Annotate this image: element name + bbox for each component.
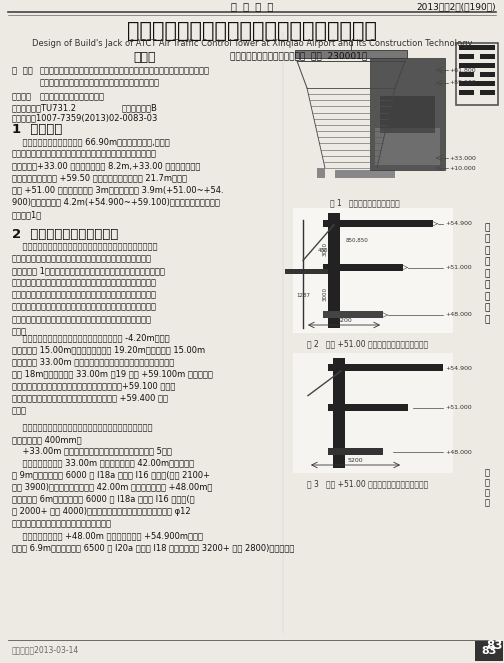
Text: 技: 技 xyxy=(484,246,490,255)
Text: 3000: 3000 xyxy=(323,287,328,301)
Text: +59.100: +59.100 xyxy=(449,80,476,86)
Text: 合肥新桥机场空管塔台高度 66.90m，系剪力墙结构,塔台附
墙为单层框架结构，塔台主体平面为圆形，立面上整体呈下小上大
的喇叭形，+33.00 以下平面直径为: 合肥新桥机场空管塔台高度 66.90m，系剪力墙结构,塔台附 墙为单层框架结构，… xyxy=(12,137,224,219)
Text: 建: 建 xyxy=(484,488,489,497)
Text: 收稿日期：2013-03-14: 收稿日期：2013-03-14 xyxy=(12,645,79,654)
Text: 武朝晖: 武朝晖 xyxy=(134,51,156,64)
Bar xyxy=(335,170,395,178)
Text: 5200: 5200 xyxy=(347,458,363,463)
Text: （安徽三建工程有限公司，安徽  合肥  230001）: （安徽三建工程有限公司，安徽 合肥 230001） xyxy=(230,51,367,60)
Bar xyxy=(480,72,495,77)
Bar xyxy=(323,219,433,227)
Text: +51.000: +51.000 xyxy=(445,265,472,270)
Bar xyxy=(387,168,395,178)
Text: 工: 工 xyxy=(484,235,490,243)
Text: 文章编号：1007-7359(2013)02-0083-03: 文章编号：1007-7359(2013)02-0083-03 xyxy=(12,113,158,122)
Text: 中图分类号：TU731.2: 中图分类号：TU731.2 xyxy=(12,103,77,112)
Bar xyxy=(293,353,453,473)
Bar xyxy=(480,90,495,95)
Bar xyxy=(459,54,474,59)
Text: 2013年第2期(总190期): 2013年第2期(总190期) xyxy=(416,2,496,11)
Text: 文献标识码：B: 文献标识码：B xyxy=(122,103,158,112)
Text: +33.000: +33.000 xyxy=(449,156,476,160)
Text: +54.900: +54.900 xyxy=(445,221,472,226)
Bar xyxy=(328,404,408,410)
Text: +10.000: +10.000 xyxy=(449,166,476,170)
Bar xyxy=(328,364,443,371)
Text: 由于塔台结构的特殊性（圆形，上部逐层外挑加大等），以往
有资料可查的塔台施工多采用专业模板厂家定做的模板和脚手架
（参考文献 1），或者采用全落地式多排外脚手架: 由于塔台结构的特殊性（圆形，上部逐层外挑加大等），以往 有资料可查的塔台施工多采… xyxy=(12,242,165,336)
Text: Design of Build's Jack of ATCT Air Traffic Control Tower at Xinqiao Airport and : Design of Build's Jack of ATCT Air Traff… xyxy=(32,39,472,48)
Text: 摘  要：: 摘 要： xyxy=(12,66,33,75)
Text: 新桥机场空管塔台悬挑脚手架设计与施工技术: 新桥机场空管塔台悬挑脚手架设计与施工技术 xyxy=(127,21,377,41)
Text: +61.800: +61.800 xyxy=(449,68,476,72)
Bar xyxy=(475,641,503,661)
Bar xyxy=(285,269,328,274)
Text: 文章主要针对合肥新桥机场空管塔台悬挑脚手架的设计与施工过程作了较为详
细的论述，为此类塔台结构的施工提供了成功的经验。: 文章主要针对合肥新桥机场空管塔台悬挑脚手架的设计与施工过程作了较为详 细的论述，… xyxy=(40,66,210,88)
Bar xyxy=(323,263,403,271)
Text: 83: 83 xyxy=(481,646,496,656)
Text: 与: 与 xyxy=(484,292,490,301)
Bar xyxy=(328,448,383,455)
Text: 关键词：: 关键词： xyxy=(12,92,32,101)
Bar xyxy=(317,168,325,178)
Text: 850,850: 850,850 xyxy=(346,238,369,243)
Text: 徽: 徽 xyxy=(484,478,489,487)
Text: 筑: 筑 xyxy=(484,498,489,507)
Text: 3000: 3000 xyxy=(323,241,328,256)
Text: 应: 应 xyxy=(484,304,490,312)
Text: 2  悬挑脚手架的设计及施工: 2 悬挑脚手架的设计及施工 xyxy=(12,228,118,241)
Text: +54.900: +54.900 xyxy=(445,365,472,371)
Text: 研: 研 xyxy=(484,269,490,278)
Text: 塔台；悬挑脚手架；施工技术: 塔台；悬挑脚手架；施工技术 xyxy=(40,92,105,101)
Text: +48.000: +48.000 xyxy=(445,312,472,318)
Text: +33.00m 以上直线段的悬挑式脚手架分四段（见图 5）。
    第一段从十一层层 33.00m 搭设到十四层层 42.00m，搭设高度
为 9m，悬挑梁采: +33.00m 以上直线段的悬挑式脚手架分四段（见图 5）。 第一段从十一层层 … xyxy=(12,446,294,552)
Text: +51.000: +51.000 xyxy=(445,405,472,410)
Text: 1  工程概况: 1 工程概况 xyxy=(12,123,62,136)
Text: 施: 施 xyxy=(484,223,490,232)
Text: 图 1   建筑剖面和建成后的外形: 图 1 建筑剖面和建成后的外形 xyxy=(330,198,400,207)
Text: 究: 究 xyxy=(484,280,490,290)
Bar xyxy=(323,311,383,318)
Bar xyxy=(459,90,474,95)
Bar xyxy=(380,96,435,133)
Text: +48.000: +48.000 xyxy=(445,450,472,455)
Text: 400: 400 xyxy=(318,248,329,253)
Bar xyxy=(480,54,495,59)
Text: 83: 83 xyxy=(486,639,502,652)
Bar xyxy=(328,213,340,328)
Text: 术: 术 xyxy=(484,257,490,267)
Text: 塔台下部直线段采用双排落地式外脚手架，从 -4.20m（基坑
底）搭设至 15.00m，分段搭设高度为 19.20m。从五层层 15.00m
到十一层层 33.: 塔台下部直线段采用双排落地式外脚手架，从 -4.20m（基坑 底）搭设至 15.… xyxy=(12,333,213,415)
Bar xyxy=(459,63,495,68)
Bar xyxy=(459,45,495,50)
Bar xyxy=(375,128,440,165)
Text: 安  徽  建  筑: 安 徽 建 筑 xyxy=(231,1,273,11)
Bar xyxy=(333,358,345,468)
Text: 图 2   施工 +51.00 楼面以下时的工况（工况一）: 图 2 施工 +51.00 楼面以下时的工况（工况一） xyxy=(307,339,428,348)
Text: 脚手架考虑后期幕墙施工的需要，各段混凝土结构外侧最小
距离均确定为 400mm。: 脚手架考虑后期幕墙施工的需要，各段混凝土结构外侧最小 距离均确定为 400mm。 xyxy=(12,423,153,444)
Bar xyxy=(295,50,407,58)
Bar xyxy=(370,58,445,170)
Bar xyxy=(459,72,474,77)
Bar xyxy=(456,43,498,105)
Text: 1287: 1287 xyxy=(296,293,310,298)
Text: 图 3   施工 +51.00 楼面以上时的工况（工况二）: 图 3 施工 +51.00 楼面以上时的工况（工况二） xyxy=(307,479,428,488)
Text: 用: 用 xyxy=(484,315,490,324)
Text: 安: 安 xyxy=(484,468,489,477)
Bar xyxy=(459,81,495,86)
Bar xyxy=(293,208,453,333)
Text: 3200: 3200 xyxy=(336,318,352,323)
